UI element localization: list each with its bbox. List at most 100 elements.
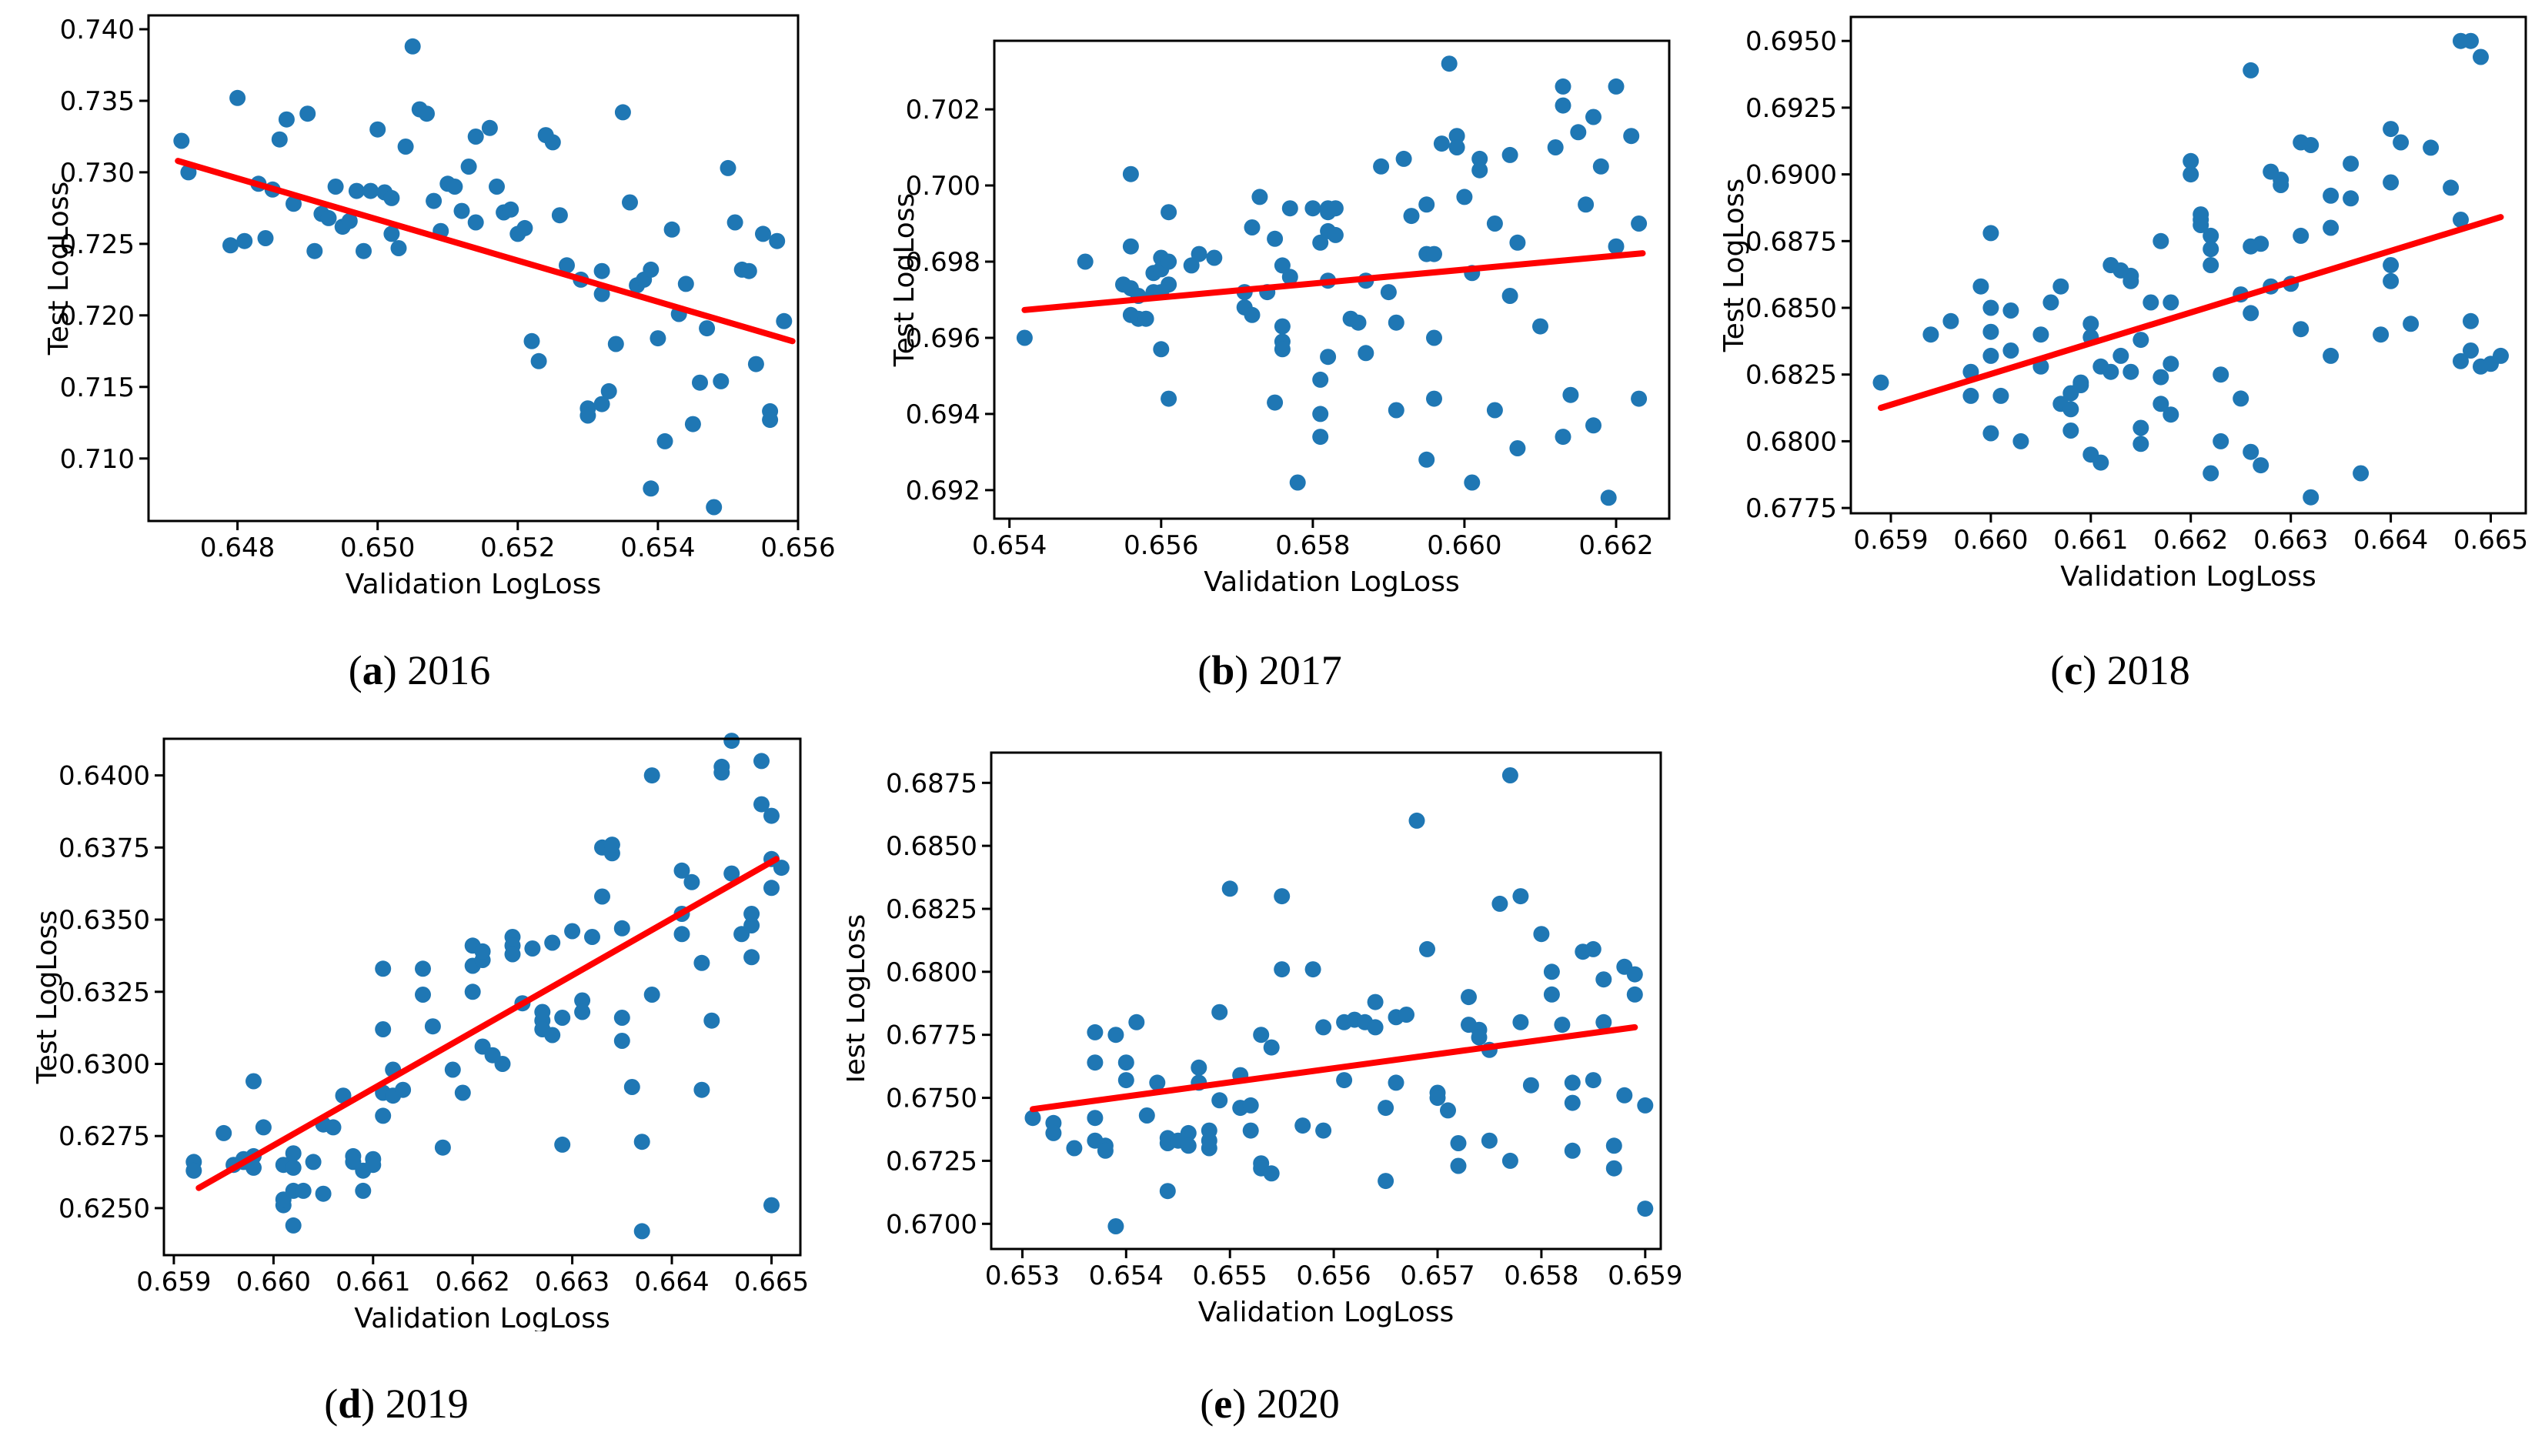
scatter-point xyxy=(2052,278,2069,295)
scatter-point xyxy=(1408,812,1425,829)
scatter-point xyxy=(1570,124,1587,141)
scatter-point xyxy=(2493,347,2509,364)
caption-paren-open: ( xyxy=(1197,647,1212,693)
scatter-point xyxy=(1367,993,1384,1010)
scatter-point xyxy=(2323,187,2340,204)
scatter-point xyxy=(2253,457,2269,474)
x-tick-label: 0.664 xyxy=(634,1267,709,1297)
scatter-point xyxy=(2303,489,2320,506)
scatter-point xyxy=(743,906,760,922)
scatter-point xyxy=(740,262,757,279)
scatter-point xyxy=(1149,1074,1166,1091)
y-tick-label: 0.6275 xyxy=(58,1121,150,1152)
scatter-point xyxy=(2163,406,2179,423)
scatter-point xyxy=(524,940,541,957)
scatter-point xyxy=(593,396,610,412)
scatter-point xyxy=(1315,1019,1332,1036)
scatter-point xyxy=(1585,1072,1601,1089)
y-tick-label: 0.725 xyxy=(60,229,135,260)
scatter-point xyxy=(593,262,610,279)
scatter-point xyxy=(1358,345,1374,362)
x-tick-label: 0.663 xyxy=(535,1267,610,1297)
scatter-point xyxy=(2293,321,2310,338)
scatter-point xyxy=(255,1119,272,1136)
scatter-point xyxy=(1180,1137,1197,1154)
scatter-point xyxy=(305,1154,322,1170)
trend-line xyxy=(175,158,796,345)
scatter-point xyxy=(564,923,581,940)
scatter-point xyxy=(1554,1017,1571,1034)
scatter-point xyxy=(2002,342,2019,359)
scatter-point xyxy=(773,860,790,877)
scatter-point xyxy=(1128,1014,1145,1030)
y-tick-label: 0.6900 xyxy=(1745,160,1837,191)
scatter-point xyxy=(2203,465,2219,482)
scatter-point xyxy=(726,214,743,231)
scatter-point xyxy=(703,1012,720,1029)
scatter-point xyxy=(763,880,780,897)
caption-paren-open: ( xyxy=(1200,1381,1214,1427)
scatter-point xyxy=(554,1010,571,1026)
scatter-point xyxy=(434,1139,451,1156)
scatter-point xyxy=(1543,986,1560,1003)
scatter-point xyxy=(306,242,323,259)
scatter-point xyxy=(1491,895,1508,912)
scatter-point xyxy=(2273,177,2290,193)
scatter-point xyxy=(1608,78,1625,95)
scatter-point xyxy=(723,733,740,750)
scatter-point xyxy=(1327,200,1344,217)
scatter-point xyxy=(614,104,631,121)
scatter-point xyxy=(1117,1072,1134,1089)
scatter-point xyxy=(1509,440,1526,456)
scatter-point xyxy=(1419,940,1435,957)
scatter-point xyxy=(424,1018,441,1035)
scatter-point xyxy=(643,480,660,497)
scatter-point xyxy=(1244,219,1261,235)
scatter-point xyxy=(723,865,740,882)
y-tick-label: 0.696 xyxy=(906,323,980,354)
scatter-point xyxy=(1087,1054,1104,1071)
chart-2019: 0.659 0.660 0.661 0.662 0.663 0.664 0.665 0.625… xyxy=(32,733,809,1331)
scatter-point xyxy=(1122,238,1139,255)
x-axis-label: Validation LogLoss xyxy=(354,1303,610,1331)
y-tick-label: 0.6925 xyxy=(1745,93,1837,124)
x-tick-label: 0.654 xyxy=(1089,1261,1164,1291)
scatter-point xyxy=(1564,1074,1581,1091)
scatter-point xyxy=(1201,1132,1217,1149)
scatter-point xyxy=(574,992,591,1009)
scatter-point xyxy=(683,873,700,890)
scatter-point xyxy=(1281,269,1298,286)
scatter-point xyxy=(523,332,540,349)
scatter-point xyxy=(1378,1100,1394,1117)
scatter-point xyxy=(1501,288,1518,304)
scatter-point xyxy=(1274,888,1291,905)
scatter-point xyxy=(1501,146,1518,163)
caption-year: 2016 xyxy=(407,647,491,693)
scatter-point xyxy=(622,194,638,211)
scatter-point xyxy=(1087,1024,1104,1040)
scatter-point xyxy=(2453,212,2469,228)
scatter-point xyxy=(1327,226,1344,243)
scatter-point xyxy=(2303,137,2320,153)
scatter-point xyxy=(1433,135,1450,152)
scatter-point xyxy=(1426,329,1442,346)
scatter-point xyxy=(1616,1087,1633,1104)
scatter-point xyxy=(1137,310,1154,327)
scatter-point xyxy=(1522,1077,1539,1094)
y-tick-label: 0.702 xyxy=(906,95,980,125)
scatter-point xyxy=(1161,253,1177,270)
x-tick-label: 0.653 xyxy=(985,1261,1060,1291)
caption-2018: (c) 2018 xyxy=(2050,646,2189,694)
scatter-point xyxy=(245,1073,262,1090)
caption-2020: (e) 2020 xyxy=(1200,1380,1339,1428)
caption-paren-open: ( xyxy=(348,647,362,693)
scatter-point xyxy=(2383,257,2400,273)
scatter-point xyxy=(1631,390,1648,407)
scatter-point xyxy=(1982,425,1999,442)
scatter-point xyxy=(633,1134,650,1150)
scatter-point xyxy=(1509,234,1526,251)
scatter-point xyxy=(460,159,477,175)
caption-paren-close: ) xyxy=(2082,647,2097,693)
y-axis-label: Test LogLoss xyxy=(889,193,920,368)
scatter-point xyxy=(2102,363,2119,380)
